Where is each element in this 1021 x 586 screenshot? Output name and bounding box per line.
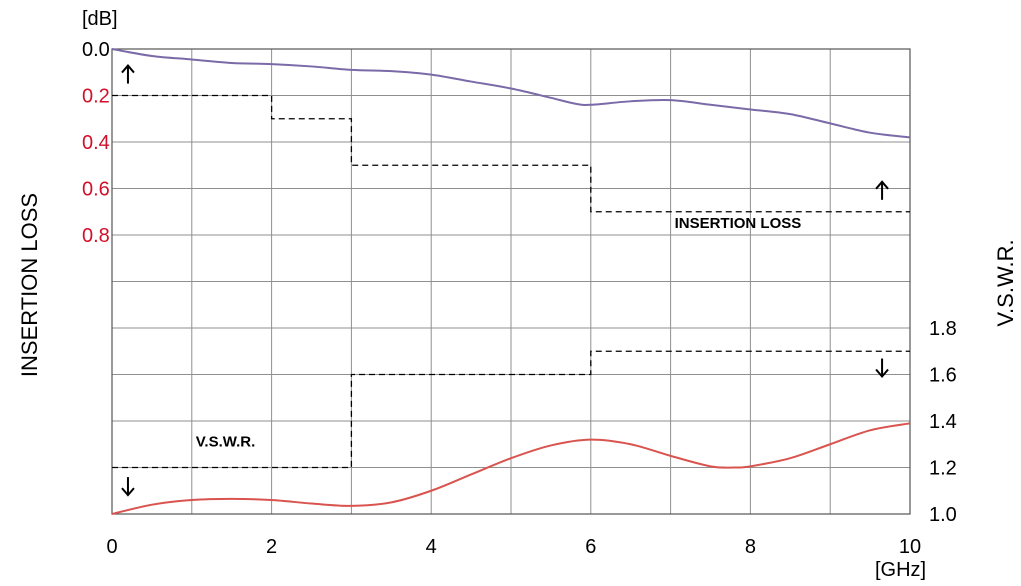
series-line-insertion-loss (111, 48, 911, 139)
limit-line-vswr (112, 350, 910, 469)
x-tick-label: 6 (585, 536, 596, 558)
left-axis-title: INSERTION LOSS (17, 193, 42, 377)
x-tick-label: 2 (266, 536, 277, 558)
x-tick-label: 10 (899, 536, 921, 558)
arrow-down-icon (875, 368, 889, 379)
right-tick-label: 1.8 (929, 318, 957, 340)
right-tick-label: 1.2 (929, 458, 957, 480)
annotations: INSERTION LOSS V.S.W.R. (196, 215, 801, 451)
left-axis-unit: [dB] (82, 8, 118, 30)
annotation-label: V.S.W.R. (196, 434, 255, 451)
x-axis-unit: [GHz] (875, 559, 926, 581)
arrow-down-icon (121, 487, 135, 497)
x-tick-label: 8 (745, 536, 756, 558)
left-tick-label: 0.2 (82, 86, 110, 108)
series-lines (111, 48, 911, 515)
right-tick-label: 1.0 (929, 504, 957, 526)
x-tick-label: 4 (426, 536, 437, 558)
left-tick-label: 0.4 (82, 132, 110, 154)
limit-arrows (121, 64, 889, 497)
left-tick-label: 0.0 (82, 39, 110, 61)
left-tick-label: 0.6 (82, 179, 110, 201)
right-tick-label: 1.6 (929, 365, 957, 387)
arrow-up-icon (121, 64, 135, 74)
right-tick-label: 1.4 (929, 411, 957, 433)
arrow-up-icon (875, 180, 889, 190)
annotation-label: INSERTION LOSS (675, 215, 802, 232)
series-line-vswr (111, 422, 911, 515)
grid (111, 48, 911, 515)
right-axis-title: V.S.W.R. (993, 239, 1018, 326)
plot-frame (111, 48, 911, 515)
x-tick-label: 0 (106, 536, 117, 558)
limit-lines (112, 94, 910, 469)
left-tick-label: 0.8 (82, 225, 110, 247)
limit-line-insertion-loss (112, 94, 910, 213)
tick-labels: 0.0 0.2 0.4 0.6 0.8 1.0 1.2 1.4 1.6 1.8 0 2 4 6 8 10 (82, 39, 957, 558)
